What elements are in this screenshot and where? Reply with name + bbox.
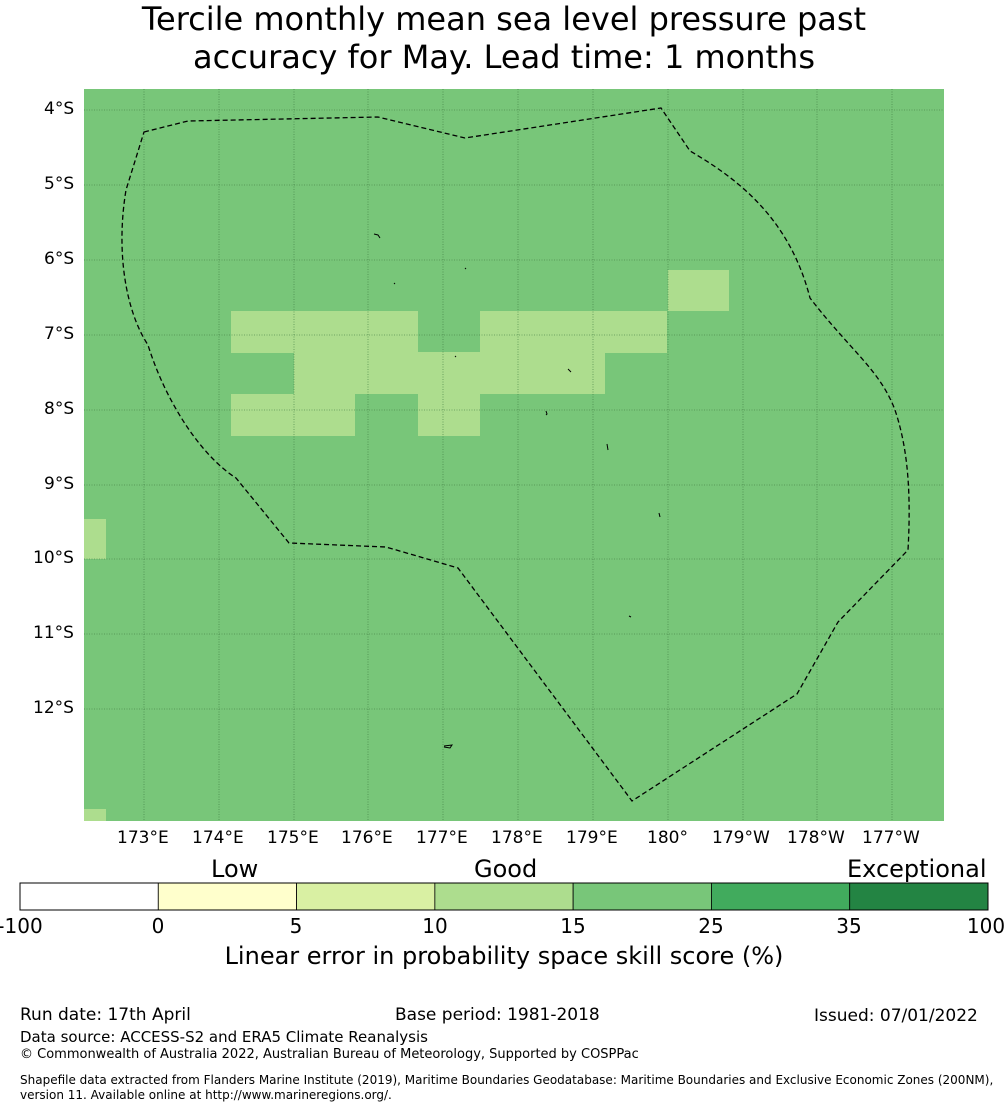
lon-label: 178°W (787, 828, 845, 848)
lat-label: 10°S (33, 548, 74, 568)
skill-patch (84, 809, 106, 821)
map-background (84, 89, 944, 821)
base-period: Base period: 1981-2018 (395, 1005, 600, 1025)
lon-label: 179°E (566, 828, 618, 848)
lat-label: 11°S (33, 623, 74, 643)
eez-boundary (121, 107, 910, 802)
colorbar-category-low: Low (211, 855, 259, 883)
colorbar-category-exceptional: Exceptional (847, 855, 987, 883)
colorbar-tick: 15 (560, 914, 586, 938)
skill-patch (84, 519, 106, 559)
lat-label: 7°S (44, 324, 75, 344)
colorbar-tick: 25 (698, 914, 724, 938)
lon-label: 173°E (117, 828, 169, 848)
lon-label: 178°E (491, 828, 543, 848)
data-source: Data source: ACCESS-S2 and ERA5 Climate … (20, 1028, 428, 1046)
shapefile-credit-1: Shapefile data extracted from Flanders M… (20, 1073, 994, 1087)
colorbar-category-good: Good (474, 855, 538, 883)
lon-label: 179°W (712, 828, 770, 848)
gridlines (84, 89, 944, 821)
skill-patch (231, 394, 355, 436)
colorbar-segment (711, 882, 851, 911)
skill-patch (480, 311, 667, 353)
island (545, 410, 548, 416)
colorbar-title: Linear error in probability space skill … (224, 942, 784, 970)
island (606, 443, 609, 451)
lon-label: 175°E (267, 828, 319, 848)
skill-patch (294, 352, 605, 394)
map-title: Tercile monthly mean sea level pressure … (0, 0, 1008, 76)
colorbar (19, 882, 989, 911)
colorbar-tick: 10 (422, 914, 448, 938)
lon-label: 177°E (416, 828, 468, 848)
skill-patches (84, 270, 729, 821)
island (567, 368, 572, 373)
island (454, 355, 457, 358)
lat-label: 12°S (33, 698, 74, 718)
skill-patch (418, 394, 480, 436)
island (464, 267, 467, 270)
lat-label: 8°S (44, 399, 75, 419)
copyright: © Commonwealth of Australia 2022, Austra… (20, 1047, 639, 1062)
lat-label: 9°S (44, 474, 75, 494)
colorbar-segment (572, 882, 712, 911)
colorbar-tick: 5 (289, 914, 303, 938)
title-line-1: Tercile monthly mean sea level pressure … (141, 0, 867, 38)
colorbar-segment (19, 882, 159, 911)
lon-label: 177°W (862, 828, 920, 848)
island (393, 282, 396, 285)
colorbar-tick: 100 (966, 914, 1006, 938)
run-date: Run date: 17th April (20, 1005, 191, 1025)
lon-label: 176°E (341, 828, 393, 848)
colorbar-segment (434, 882, 574, 911)
lon-label: 180° (647, 828, 688, 848)
lon-label: 174°E (192, 828, 244, 848)
lat-label: 4°S (44, 99, 75, 119)
colorbar-tick: 0 (151, 914, 165, 938)
issued-date: Issued: 07/01/2022 (814, 1006, 978, 1026)
island (373, 233, 381, 239)
colorbar-tick: -100 (0, 914, 43, 938)
colorbar-segment (157, 882, 297, 911)
title-line-2: accuracy for May. Lead time: 1 months (192, 38, 815, 76)
lat-label: 5°S (44, 174, 75, 194)
island (628, 615, 632, 618)
colorbar-segment (296, 882, 436, 911)
lat-label: 6°S (44, 249, 75, 269)
colorbar-tick: 35 (836, 914, 862, 938)
shapefile-credit-2: version 11. Available online at http://w… (20, 1088, 392, 1102)
colorbar-outline (19, 882, 989, 911)
islands (373, 233, 661, 749)
skill-patch (231, 311, 418, 353)
colorbar-segment (849, 882, 989, 911)
skill-patch (668, 270, 729, 311)
island (658, 512, 661, 518)
island (443, 744, 454, 749)
